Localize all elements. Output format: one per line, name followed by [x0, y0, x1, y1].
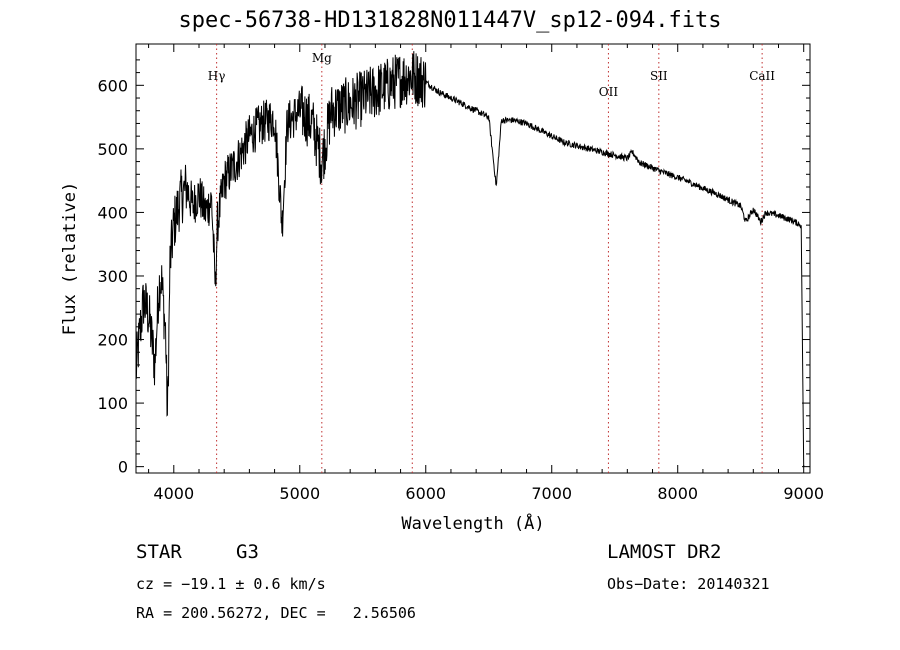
x-tick-label: 9000: [783, 484, 824, 503]
line-marker-label: SII: [650, 69, 668, 83]
y-tick-label: 600: [97, 76, 128, 95]
obs-date: Obs−Date: 20140321: [607, 575, 770, 593]
object-type: STAR: [136, 541, 182, 563]
y-tick-label: 200: [97, 331, 128, 350]
redshift-value: cz = −19.1 ± 0.6 km/s: [136, 575, 326, 593]
survey-name: LAMOST DR2: [607, 541, 722, 563]
line-marker-label: Hγ: [208, 69, 226, 83]
chart-title: spec-56738-HD131828N011447V_sp12-094.fit…: [178, 8, 722, 33]
y-tick-label: 100: [97, 394, 128, 413]
y-tick-label: 500: [97, 140, 128, 159]
x-tick-label: 5000: [279, 484, 320, 503]
y-tick-label: 400: [97, 203, 128, 222]
y-tick-label: 0: [118, 458, 128, 477]
coordinates: RA = 200.56272, DEC = 2.56506: [136, 604, 416, 622]
line-marker-label: OII: [599, 85, 619, 99]
line-marker-label: Mg: [312, 51, 332, 65]
line-marker-label: CaII: [749, 69, 775, 83]
y-axis-label: Flux (relative): [60, 182, 80, 336]
x-tick-label: 8000: [657, 484, 698, 503]
spectral-subclass: G3: [236, 541, 259, 563]
x-tick-label: 4000: [153, 484, 194, 503]
x-axis-label: Wavelength (Å): [401, 512, 544, 534]
x-tick-label: 6000: [405, 484, 446, 503]
x-tick-label: 7000: [531, 484, 572, 503]
y-tick-label: 300: [97, 267, 128, 286]
plot-frame: [135, 43, 811, 474]
spectrum-line: [135, 51, 805, 467]
